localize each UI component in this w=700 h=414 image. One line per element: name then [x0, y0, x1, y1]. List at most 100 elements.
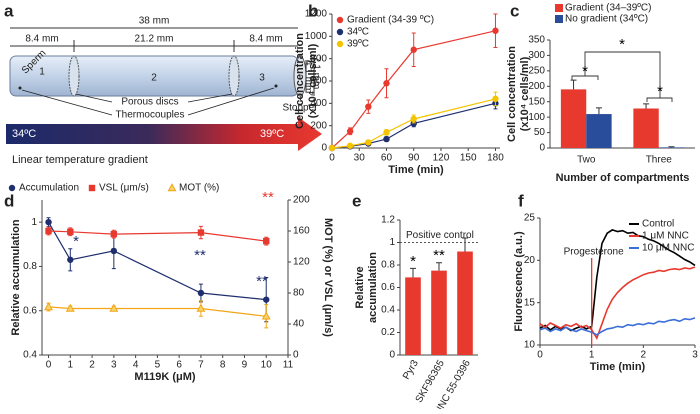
y-axis-label: Fluorescence (a.u.) — [513, 231, 525, 332]
panel-letter: b — [308, 1, 318, 20]
y-tick-label: 0.2 — [381, 327, 395, 338]
legend-swatch — [555, 15, 563, 23]
error-bar — [595, 107, 602, 115]
y-tick-label: 1000 — [305, 31, 328, 42]
x-tick-label: 3 — [111, 360, 117, 371]
y-tick-label: 1 — [389, 237, 395, 248]
bar — [586, 114, 612, 148]
series-line — [331, 30, 496, 149]
y-axis-label: (x10⁴ cells/ml) — [307, 43, 319, 118]
y2-tick-label: 200 — [293, 195, 310, 206]
x-tick-label: 5 — [155, 360, 161, 371]
x-tick-label: 2 — [641, 350, 647, 361]
y-tick-label: 0.6 — [23, 305, 37, 316]
marker — [346, 128, 354, 135]
series-line — [539, 317, 696, 336]
y-tick-label: 0.6 — [381, 282, 395, 293]
x-axis-label: Number of compartments — [556, 172, 690, 184]
bar — [431, 270, 447, 355]
callout: Porous discs — [121, 97, 178, 108]
y2-tick-label: 0 — [293, 350, 299, 361]
y-tick-label: 350 — [528, 35, 545, 46]
x-axis-label: Time (min) — [388, 164, 444, 176]
callout: Stopper — [282, 103, 318, 114]
marker — [365, 103, 372, 110]
y2-tick-label: 120 — [293, 257, 310, 268]
marker — [65, 303, 75, 312]
y-tick-label: 15 — [524, 297, 536, 308]
gradient-end: 39ºC — [260, 128, 284, 140]
marker — [197, 289, 205, 297]
legend-label: 39ºC — [347, 39, 369, 50]
significance-bracket — [584, 51, 661, 98]
marker — [167, 183, 177, 192]
dimension: 4.1 mm — [302, 60, 313, 93]
annotation: * — [619, 36, 625, 53]
legend-label: Control — [642, 219, 674, 230]
x-tick-label: 0 — [329, 153, 335, 164]
dimension: 8.4 mm — [249, 34, 282, 45]
annotation: ** — [194, 247, 206, 264]
marker — [492, 27, 499, 34]
x-tick-label: 180 — [487, 153, 504, 164]
y-tick-label: 0 — [389, 350, 395, 361]
marker — [365, 139, 372, 146]
x-tick-label: 1 — [68, 360, 74, 371]
y-axis-label: accumulation — [367, 252, 379, 323]
x-tick-label: Two — [577, 155, 596, 166]
dimension: 38 mm — [139, 16, 170, 27]
y-tick-label: 0 — [321, 143, 327, 154]
x-tick-label: 60 — [381, 153, 393, 164]
y-axis-label: Cell concentration — [294, 33, 306, 129]
panel-a: a 38 mm 8.4 mm 21.2 mm 8.4 mm 4.1 mm 7.1… — [4, 1, 322, 166]
legend-label: VSL (μm/s) — [99, 183, 149, 194]
marker — [109, 303, 119, 312]
x-tick-label: 8 — [220, 360, 226, 371]
x-tick-label: 120 — [433, 153, 450, 164]
compartment: 2 — [151, 73, 157, 84]
x-tick-label: 30 — [354, 153, 366, 164]
annotation: * — [582, 63, 588, 80]
y-tick-label: 1.2 — [381, 215, 395, 226]
bar — [405, 277, 421, 355]
legend-label: 34ºC — [347, 27, 369, 38]
y-tick-label: 1 — [31, 217, 37, 228]
x-tick-label: 3 — [692, 350, 698, 361]
panel-letter: f — [518, 191, 524, 210]
y-tick-label: 1200 — [305, 9, 328, 20]
y-tick-label: 100 — [528, 112, 545, 123]
marker — [67, 228, 74, 235]
y-tick-label: 400 — [310, 98, 327, 109]
x-tick-label: 4 — [133, 360, 139, 371]
porous-disc — [228, 55, 240, 97]
y-axis-label: Cell concentration — [506, 46, 518, 142]
callout-line — [21, 87, 302, 116]
bar — [633, 108, 659, 148]
marker — [88, 184, 96, 192]
annotation: ** — [262, 189, 274, 206]
series-line — [539, 266, 696, 341]
annotation: * — [657, 83, 663, 100]
thermocouple — [18, 86, 22, 90]
y-tick-label: 200 — [310, 120, 327, 131]
marker — [336, 28, 344, 36]
marker — [263, 296, 270, 303]
annotation: ** — [256, 273, 268, 290]
legend-label: 1 μM NNC — [642, 231, 689, 242]
error-bar — [643, 103, 650, 109]
gradient-label: Linear temperature gradient — [12, 154, 148, 166]
y-tick-label: 0 — [539, 143, 545, 154]
x-tick-label: 0 — [46, 360, 52, 371]
legend-label: Gradient (34-39 ºC) — [347, 15, 434, 26]
dimension: 7.1 mm — [310, 56, 321, 89]
marker — [336, 40, 344, 48]
marker — [44, 302, 53, 311]
x-axis-label: M119K (μM) — [134, 371, 195, 383]
error-bar — [410, 267, 416, 278]
legend-label: No gradient (34ºC) — [565, 14, 648, 25]
marker — [196, 303, 206, 312]
x-tick-label: 11 — [283, 360, 294, 371]
annotation: * — [73, 233, 79, 250]
marker — [410, 46, 417, 53]
